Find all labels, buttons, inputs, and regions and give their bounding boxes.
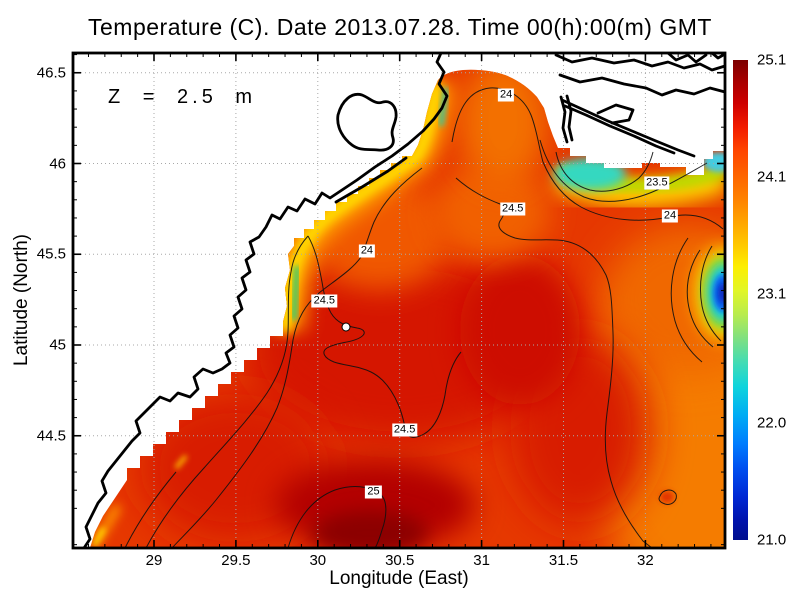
coastline-ne-spit-b: [563, 104, 676, 155]
coastline-ne-corner-a: [666, 53, 708, 64]
contour-label: 24: [498, 88, 515, 102]
temperature-shading: [91, 69, 725, 548]
contour-line-small-loop: [658, 489, 677, 505]
colorbar-tick-label: 25.1: [757, 51, 787, 69]
contour-line-24-east: [542, 161, 724, 230]
contour-label: 25: [365, 485, 382, 499]
depth-annotation: Z = 2.5 m: [108, 86, 257, 108]
contour-line-coastal-outer: [145, 235, 309, 548]
contour-line-eddy-a: [686, 249, 714, 348]
contour-line-235-b: [555, 151, 654, 192]
contour-line-235-a: [539, 139, 708, 202]
contour-label: 24.5: [391, 423, 418, 437]
temperature-field: [90, 69, 725, 548]
colorbar-tick-label: 23.1: [757, 285, 787, 303]
coastline-ne-edge-b: [565, 94, 574, 142]
coastline-ne-1: [554, 53, 725, 72]
x-tick-label: 30: [309, 552, 327, 569]
y-tick-label: 44.5: [36, 427, 66, 445]
contour-label: 24: [358, 244, 376, 258]
coastline-spit: [334, 156, 408, 204]
coastline-ne-edge-a: [559, 95, 569, 144]
contour-label: 24.5: [500, 202, 526, 216]
contour-line-eddy-b: [699, 245, 722, 342]
colorbar-tick-label: 21.0: [757, 531, 787, 549]
x-tick-label: 31.5: [548, 552, 579, 569]
contour-label: 24: [661, 209, 679, 223]
coastline-ne-hook: [596, 103, 635, 125]
contour-label: 24.5: [311, 294, 338, 308]
contour-line-24-west: [171, 167, 423, 548]
x-tick-label: 32: [637, 552, 654, 569]
grid-lines: [73, 53, 725, 548]
x-tick-label: 29.5: [221, 552, 251, 569]
x-tick-label: 29: [145, 552, 163, 569]
island-liman: [336, 92, 398, 152]
x-axis-label: Longitude (East): [329, 568, 469, 589]
page-title: Temperature (C). Date 2013.07.28. Time 0…: [88, 14, 712, 40]
colorbar-tick-label: 24.1: [757, 168, 787, 186]
contour-label: 23.5: [644, 176, 670, 190]
y-axis-label: Latitude (North): [11, 233, 32, 367]
contour-lines: [124, 87, 724, 548]
plot-frame: [71, 51, 727, 550]
x-tick-label: 30.5: [385, 552, 415, 569]
y-tick-label: 45.5: [36, 245, 66, 263]
coastline-layer: [82, 53, 725, 548]
coastline-ne-2: [558, 73, 725, 97]
station-marker: [341, 322, 351, 332]
coastline-ne-spit-a: [560, 98, 696, 158]
colorbar-tick-label: 22.0: [757, 414, 787, 432]
coastline-ne-corner-b: [710, 53, 725, 60]
coastline-west: [82, 53, 449, 548]
contour-line-245-zigzag: [307, 235, 462, 438]
x-tick-label: 31: [473, 552, 490, 569]
contour-line-eddy-c: [670, 237, 703, 363]
y-tick-label: 46.5: [36, 64, 66, 82]
contour-line-coastal-inner: [124, 471, 177, 548]
y-tick-label: 46: [49, 155, 66, 172]
colorbar: [733, 60, 748, 540]
y-tick-label: 45: [49, 336, 66, 354]
